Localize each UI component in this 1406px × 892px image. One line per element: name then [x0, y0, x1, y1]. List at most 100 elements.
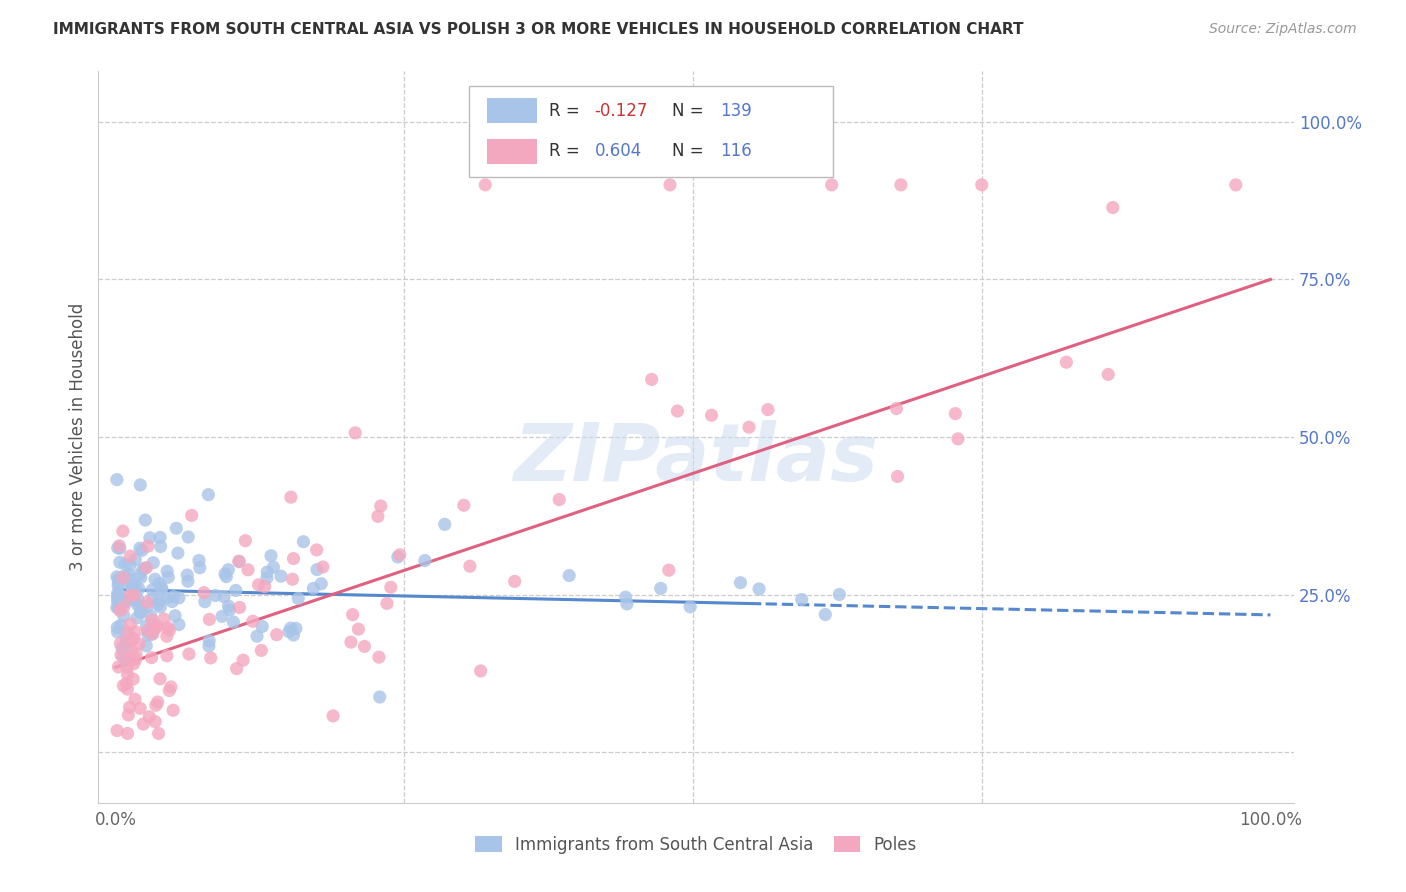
Point — [153, 612, 176, 626]
Point — [124, 583, 146, 598]
Point — [162, 590, 184, 604]
Point — [748, 582, 770, 596]
Point — [107, 586, 129, 600]
Point — [105, 600, 128, 615]
Point — [886, 401, 908, 416]
Text: R =: R = — [548, 102, 585, 120]
Point — [946, 432, 969, 446]
Point — [281, 572, 304, 586]
Point — [198, 612, 221, 626]
Point — [157, 683, 180, 698]
Point — [135, 618, 157, 632]
Point — [107, 579, 129, 593]
Point — [138, 628, 160, 642]
Point — [228, 555, 250, 569]
Point — [112, 599, 135, 614]
Point — [120, 549, 142, 563]
Point — [247, 578, 270, 592]
Point — [118, 589, 141, 603]
Text: ZIPatlas: ZIPatlas — [513, 420, 879, 498]
Point — [131, 543, 153, 558]
Point — [105, 590, 128, 604]
Point — [470, 664, 492, 678]
Text: 139: 139 — [720, 102, 752, 120]
Point — [616, 597, 638, 611]
Point — [107, 660, 129, 674]
Point — [111, 640, 134, 655]
Point — [111, 650, 134, 665]
Y-axis label: 3 or more Vehicles in Household: 3 or more Vehicles in Household — [69, 303, 87, 571]
Point — [246, 629, 269, 643]
Point — [149, 530, 172, 544]
Point — [141, 627, 163, 641]
Point — [136, 595, 159, 609]
Point — [117, 682, 139, 697]
Text: 116: 116 — [720, 142, 752, 160]
Point — [658, 563, 681, 577]
Point — [177, 647, 200, 661]
Point — [122, 589, 145, 603]
Point — [120, 591, 142, 606]
Point — [280, 490, 302, 504]
Point — [215, 569, 238, 583]
Point — [108, 604, 131, 618]
Point — [136, 624, 159, 638]
Point — [165, 521, 187, 535]
Point — [650, 582, 672, 596]
Point — [157, 570, 180, 584]
Point — [146, 695, 169, 709]
Point — [115, 639, 138, 653]
Point — [375, 596, 398, 610]
Point — [150, 580, 173, 594]
Point — [232, 653, 254, 667]
Point — [148, 726, 170, 740]
Point — [558, 568, 581, 582]
Point — [127, 598, 149, 612]
Text: N =: N = — [672, 102, 709, 120]
Point — [118, 700, 141, 714]
Point — [115, 676, 138, 690]
Point — [117, 572, 139, 586]
Point — [122, 632, 145, 646]
Point — [387, 549, 409, 564]
Point — [167, 546, 190, 560]
Point — [256, 571, 278, 585]
Point — [194, 595, 217, 609]
Point — [142, 556, 165, 570]
Point — [204, 589, 226, 603]
Point — [149, 599, 172, 614]
Point — [156, 629, 179, 643]
Point — [125, 611, 148, 625]
Point — [167, 617, 190, 632]
Bar — [486, 98, 537, 123]
Point — [890, 178, 912, 192]
Point — [120, 578, 142, 592]
Point — [548, 492, 571, 507]
Point — [146, 598, 169, 612]
Point — [135, 599, 157, 614]
Point — [121, 582, 143, 596]
Point — [160, 594, 183, 608]
Point — [145, 621, 167, 635]
Point — [120, 617, 142, 632]
Point — [110, 636, 132, 650]
Point — [132, 717, 155, 731]
Point — [388, 548, 411, 562]
Point — [225, 662, 247, 676]
Point — [129, 605, 152, 619]
Point — [122, 672, 145, 686]
Point — [309, 576, 332, 591]
Point — [738, 420, 761, 434]
Point — [139, 608, 162, 623]
Point — [117, 625, 139, 640]
Point — [370, 499, 392, 513]
Point — [177, 574, 200, 589]
Point — [142, 627, 165, 641]
Point — [266, 628, 288, 642]
Point — [756, 402, 779, 417]
Point — [253, 580, 276, 594]
Point — [125, 652, 148, 666]
Point — [302, 582, 325, 596]
Text: R =: R = — [548, 142, 585, 160]
Point — [1097, 368, 1119, 382]
